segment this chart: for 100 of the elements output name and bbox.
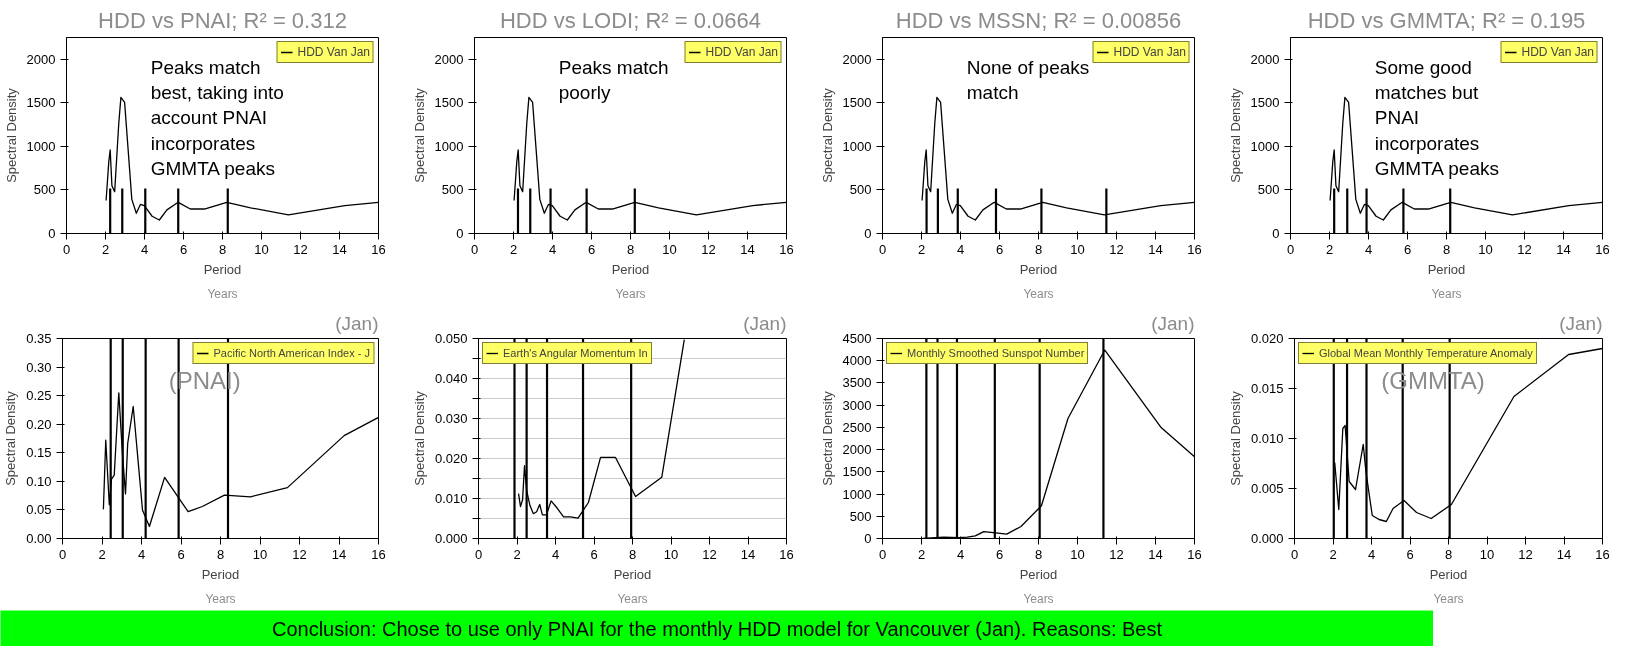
x-tick-label: 10 — [252, 546, 268, 562]
legend-label: Global Mean Monthly Temperature Anomaly — [1319, 346, 1533, 360]
y-tick-label: 0.20 — [26, 416, 52, 432]
x-tick-label: 10 — [1070, 546, 1085, 562]
x-tick-label: 6 — [587, 241, 596, 257]
y-tick-label: 1000 — [842, 486, 872, 502]
x-axis-title: Period — [611, 261, 650, 277]
y-tick-label: 0 — [48, 226, 56, 241]
y-tick-label: 500 — [1257, 182, 1280, 198]
y-tick-label: 0.040 — [434, 371, 468, 386]
x-axis-title: Period — [1019, 261, 1058, 277]
y-tick-label: 0.005 — [1250, 481, 1284, 496]
y-tick-label: 4000 — [842, 353, 872, 369]
x-tick-label: 10 — [663, 546, 679, 562]
y-tick-label: 2000 — [434, 51, 464, 67]
annotation: Peaks match poorly — [558, 57, 669, 104]
x-tick-label: 6 — [995, 241, 1004, 257]
x-tick-label: 6 — [995, 546, 1004, 562]
x-tick-label: 4 — [956, 241, 965, 257]
x-tick-label: 0 — [878, 546, 887, 562]
legend-label: Monthly Smoothed Sunspot Number — [907, 346, 1085, 360]
chart-title: HDD vs MSSN; R² = 0.00856 — [895, 7, 1182, 33]
text: Years — [205, 591, 236, 606]
text: Years — [1431, 286, 1462, 301]
x-tick-label: 16 — [371, 546, 386, 562]
y-axis-title: Spectral Density — [411, 390, 427, 486]
x-tick-label: 10 — [1070, 241, 1085, 257]
y-axis-title: Spectral Density — [819, 87, 835, 183]
y-tick-label: 0.010 — [1250, 431, 1284, 446]
y-tick-label: 1000 — [842, 138, 872, 154]
x-tick-label: 8 — [1034, 546, 1043, 562]
y-tick-label: 500 — [849, 182, 872, 198]
y-axis-title: Spectral Density — [3, 390, 19, 486]
y-tick-label: 0 — [864, 531, 872, 546]
x-tick-label: 14 — [1556, 546, 1572, 562]
y-tick-label: 2000 — [1250, 51, 1280, 67]
y-axis-title: Spectral Density — [1227, 390, 1243, 486]
y-tick-label: 0.25 — [26, 388, 52, 404]
x-tick-label: 6 — [590, 546, 598, 562]
y-tick-label: 1000 — [434, 138, 464, 154]
y-axis-title: Spectral Density — [819, 390, 835, 486]
y-tick-label: 1500 — [842, 464, 872, 480]
y-tick-label: 4500 — [842, 331, 872, 346]
x-tick-label: 0 — [1286, 241, 1295, 257]
y-tick-label: 3000 — [842, 397, 872, 413]
x-tick-label: 14 — [740, 241, 755, 257]
y-tick-label: 1500 — [434, 95, 464, 111]
x-tick-label: 2 — [101, 241, 110, 257]
x-axis-title: Period — [1427, 261, 1466, 277]
y-tick-label: 2000 — [842, 442, 872, 458]
x-tick-label: 12 — [1109, 546, 1124, 562]
y-tick-label: 0 — [1272, 226, 1280, 241]
x-tick-label: 14 — [1148, 241, 1163, 257]
y-tick-label: 1500 — [26, 95, 56, 111]
x-tick-label: 8 — [626, 241, 635, 257]
annotation: None of peaks match — [966, 57, 1090, 104]
x-tick-label: 0 — [878, 241, 887, 257]
x-tick-label: 12 — [702, 546, 717, 562]
x-tick-label: 12 — [1109, 241, 1124, 257]
x-tick-label: 16 — [1187, 546, 1202, 562]
text: Years — [1023, 286, 1054, 301]
y-tick-label: 0 — [456, 226, 464, 241]
x-tick-label: 16 — [779, 546, 794, 562]
x-tick-label: 4 — [140, 241, 149, 257]
y-tick-label: 0.000 — [1250, 531, 1284, 546]
chart-title: (Jan) — [1559, 312, 1603, 334]
x-tick-label: 16 — [1187, 241, 1202, 257]
legend-label: HDD Van Jan — [1113, 45, 1186, 59]
y-tick-label: 0.10 — [26, 473, 52, 489]
x-tick-label: 6 — [1403, 241, 1412, 257]
legend-label: HDD Van Jan — [297, 45, 370, 59]
y-tick-label: 0.00 — [26, 531, 52, 546]
x-tick-label: 2 — [509, 241, 518, 257]
y-tick-label: 0.05 — [26, 502, 52, 518]
x-tick-label: 14 — [332, 241, 347, 257]
x-tick-label: 8 — [216, 546, 225, 562]
x-tick-label: 0 — [474, 546, 483, 562]
chart-title: HDD vs PNAI; R² = 0.312 — [98, 7, 347, 33]
y-tick-label: 2000 — [842, 51, 872, 67]
legend-label: Pacific North American Index - J — [213, 346, 370, 360]
y-tick-label: 0.050 — [434, 331, 468, 346]
text: Years — [207, 286, 238, 301]
text: Years — [615, 286, 646, 301]
text: Years — [617, 591, 648, 606]
y-tick-label: 500 — [441, 182, 464, 198]
y-axis-title: Spectral Density — [411, 87, 427, 183]
x-tick-label: 0 — [1290, 546, 1299, 562]
x-tick-label: 12 — [292, 546, 307, 562]
x-tick-label: 0 — [58, 546, 67, 562]
legend-label: Earth's Angular Momentum In — [503, 346, 648, 360]
y-tick-label: 1000 — [1250, 138, 1280, 154]
y-tick-label: 1500 — [1250, 95, 1280, 111]
x-tick-label: 10 — [254, 241, 269, 257]
y-tick-label: 0.30 — [26, 359, 52, 375]
legend-label: HDD Van Jan — [1521, 45, 1594, 59]
x-tick-label: 16 — [1595, 241, 1610, 257]
y-tick-label: 3500 — [842, 375, 872, 391]
x-axis-title: Period — [613, 566, 652, 582]
x-tick-label: 8 — [1442, 241, 1451, 257]
annotation: Some good matches but PNAI incorporates GMMTA peaks — [1374, 57, 1499, 179]
